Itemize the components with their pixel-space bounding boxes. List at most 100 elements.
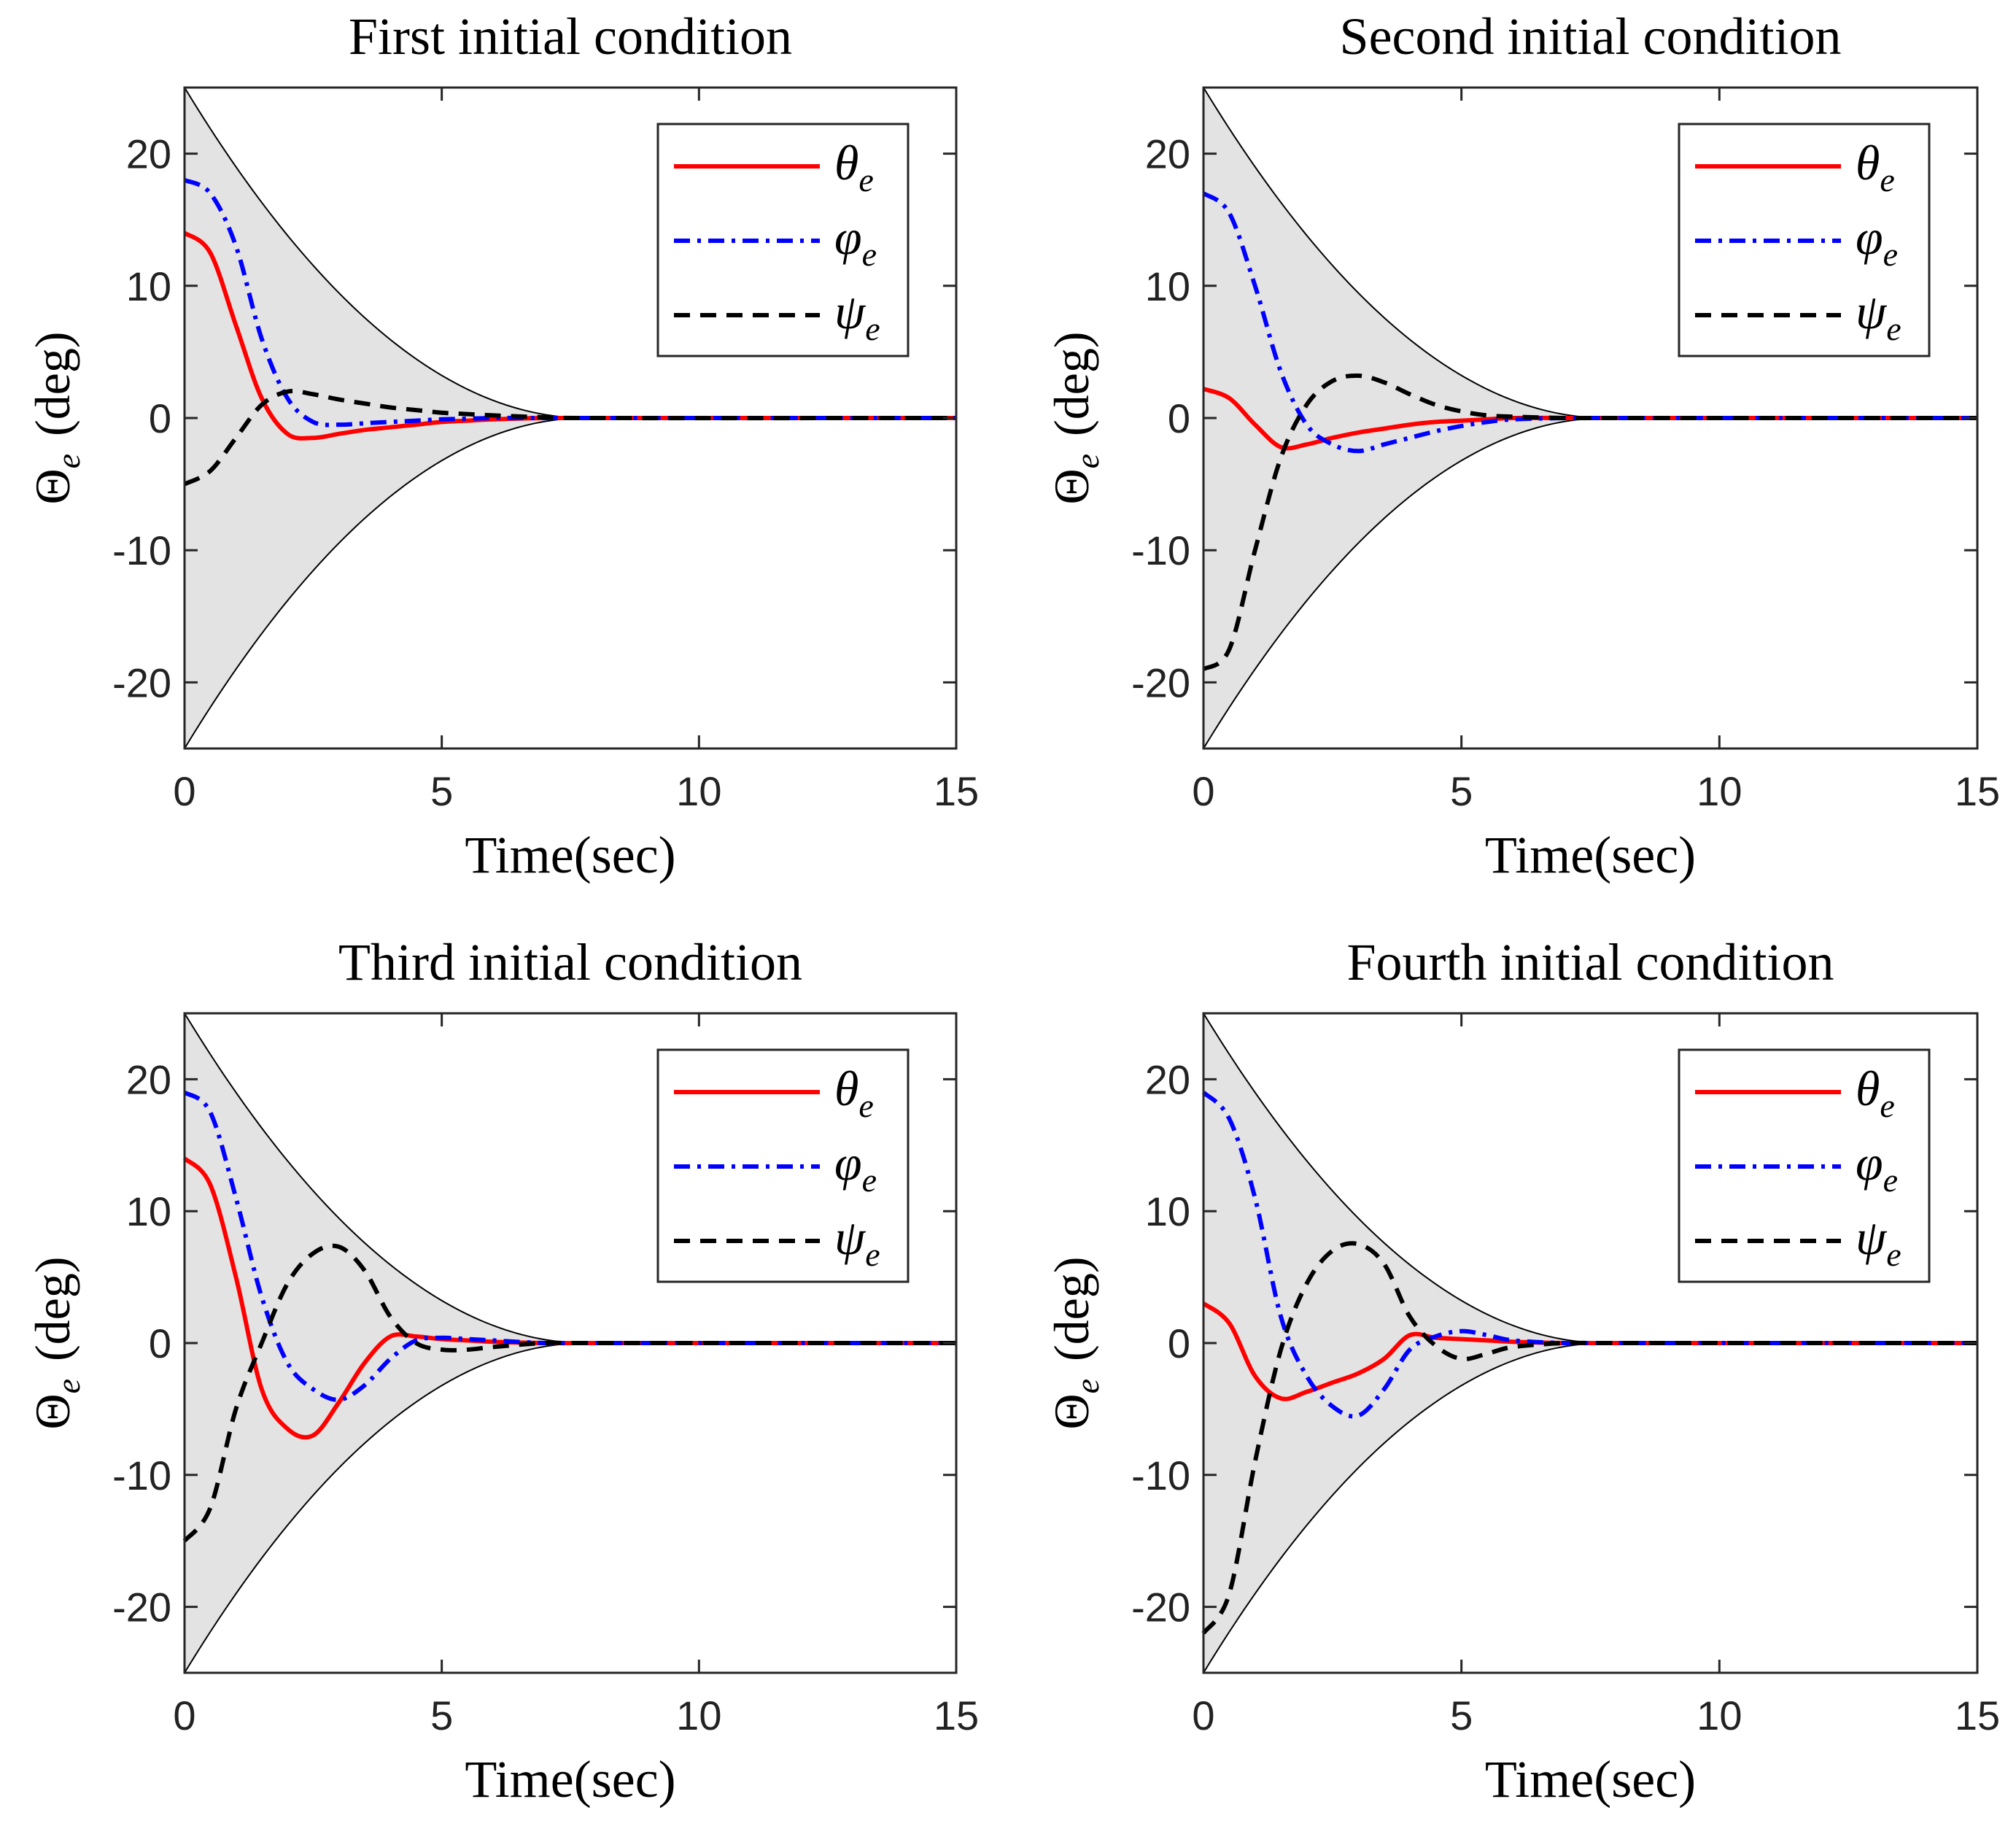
envelope-lower-bound (1203, 1342, 1606, 1674)
y-axis-label: Θe (deg) (1044, 1256, 1106, 1429)
legend-subscript: e (865, 1236, 880, 1273)
y-axis-label: Θe (deg) (1044, 331, 1106, 504)
y-axis-symbol: Θ (1044, 468, 1099, 504)
x-tick-label: 5 (1450, 1692, 1473, 1738)
legend-label: ψe (834, 284, 880, 347)
x-tick-label: 5 (430, 768, 453, 814)
y-axis-symbol: Θ (25, 1393, 80, 1429)
x-tick-label: 15 (934, 768, 979, 814)
x-tick-label: 0 (173, 1692, 195, 1738)
legend-subscript: e (1883, 236, 1898, 273)
y-tick-label: 10 (126, 1188, 171, 1234)
legend-label: θe (1856, 1061, 1895, 1124)
legend-subscript: e (858, 1087, 873, 1124)
x-axis-label: Time(sec) (465, 826, 675, 884)
y-tick-label: 20 (126, 131, 171, 177)
series-line-solid (183, 231, 956, 441)
legend-symbol: φ (1856, 1135, 1883, 1191)
x-tick-label: 15 (1955, 1692, 2000, 1738)
envelope-upper-bound (1203, 87, 1606, 419)
legend-subscript: e (862, 1161, 877, 1199)
y-tick-label: 0 (149, 1320, 171, 1366)
x-tick-label: 0 (1192, 768, 1214, 814)
y-tick-label: 20 (1145, 131, 1190, 177)
legend-symbol: φ (1856, 209, 1883, 265)
subplot-title: Second initial condition (1340, 7, 1842, 66)
x-tick-label: 5 (430, 1692, 453, 1738)
y-axis-label: Θe (deg) (25, 1256, 87, 1429)
legend-symbol: φ (834, 1135, 862, 1191)
y-tick-label: 0 (149, 395, 171, 441)
y-axis-label: Θe (deg) (25, 331, 87, 504)
y-tick-label: 20 (126, 1056, 171, 1102)
legend-label: ψe (834, 1210, 880, 1273)
y-tick-label: 0 (1168, 1320, 1190, 1366)
series-line-dashed (183, 389, 957, 487)
envelope-fill (1203, 88, 1606, 748)
x-tick-label: 0 (1192, 1692, 1214, 1738)
x-tick-label: 5 (1450, 768, 1473, 814)
subplot-2: 0 5 10 15 -20 -10 0 10 20 Second initial conditio… (1044, 7, 2000, 884)
legend-symbol: ψ (1856, 1210, 1888, 1265)
y-tick-label: -20 (112, 659, 171, 705)
envelope-upper-bound (1203, 1013, 1606, 1344)
envelope-fill (1203, 1013, 1606, 1673)
subplot-1: 0 5 10 15 -20 -10 0 10 20 First initial condition… (25, 7, 979, 884)
legend-label: φe (834, 209, 877, 273)
envelope-fill (185, 1013, 586, 1673)
y-axis-unit: (deg) (25, 1256, 80, 1361)
legend-label: φe (1856, 209, 1898, 273)
x-tick-label: 10 (1697, 1692, 1742, 1738)
y-axis-unit: (deg) (1044, 331, 1099, 436)
legend-label: ψe (1856, 284, 1901, 347)
envelope-lower-bound (184, 417, 586, 749)
y-axis-subscript: e (1069, 1379, 1106, 1393)
legend-subscript: e (865, 310, 880, 347)
y-axis-unit: (deg) (1044, 1256, 1099, 1361)
x-axis-label: Time(sec) (1485, 1750, 1696, 1808)
legend-subscript: e (858, 161, 873, 198)
legend-label: θe (1856, 135, 1895, 198)
envelope-upper-bound (184, 87, 586, 419)
legend-symbol: θ (1856, 135, 1880, 190)
x-tick-label: 10 (676, 1692, 721, 1738)
legend-symbol: ψ (1856, 284, 1888, 339)
legend-subscript: e (1880, 1087, 1894, 1124)
x-tick-label: 0 (173, 768, 195, 814)
y-axis-unit: (deg) (25, 331, 80, 436)
legend-subscript: e (1886, 1236, 1901, 1273)
y-tick-label: -10 (1131, 1452, 1190, 1498)
y-tick-label: -20 (1131, 659, 1190, 705)
x-tick-label: 10 (1697, 768, 1742, 814)
series-line-dashed (1202, 373, 1977, 671)
series-line-dashed (1201, 1241, 1977, 1635)
y-axis-symbol: Θ (25, 468, 80, 504)
legend-label: θe (834, 135, 874, 198)
envelope-upper-bound (184, 1013, 586, 1344)
y-tick-label: 10 (1145, 1188, 1190, 1234)
legend-symbol: θ (834, 135, 858, 190)
legend-label: θe (834, 1061, 874, 1124)
legend-subscript: e (1886, 310, 1901, 347)
y-tick-label: -20 (1131, 1585, 1190, 1630)
y-axis-subscript: e (1069, 454, 1106, 468)
subplot-title: Third initial condition (338, 933, 802, 991)
legend-subscript: e (862, 236, 877, 273)
y-tick-label: 0 (1168, 395, 1190, 441)
y-tick-label: 20 (1145, 1056, 1190, 1102)
legend-symbol: ψ (834, 284, 867, 339)
legend-subscript: e (1883, 1161, 1898, 1199)
y-axis-subscript: e (50, 454, 87, 468)
y-tick-label: -10 (112, 527, 171, 573)
legend-label: ψe (1856, 1210, 1901, 1273)
subplot-title: Fourth initial condition (1347, 933, 1834, 991)
y-tick-label: 10 (126, 263, 171, 309)
y-tick-label: -10 (1131, 527, 1190, 573)
x-tick-label: 15 (1955, 768, 2000, 814)
y-tick-label: -20 (112, 1585, 171, 1630)
